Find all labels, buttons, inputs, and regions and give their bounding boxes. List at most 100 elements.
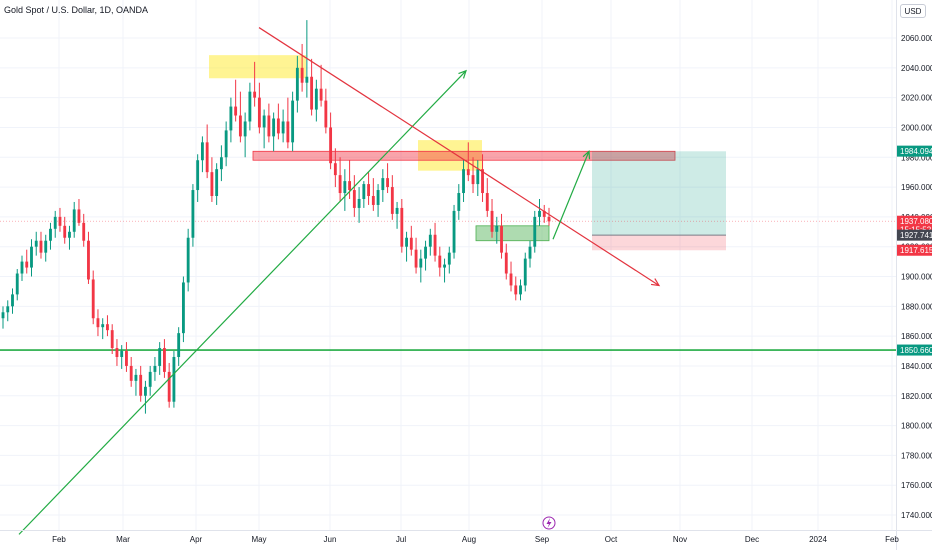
- candle: [248, 82, 252, 131]
- candle-body: [523, 258, 527, 286]
- x-tick-label: May: [251, 535, 266, 544]
- candle-body: [500, 225, 503, 253]
- candle-body: [129, 365, 133, 381]
- candle: [314, 79, 318, 122]
- candle: [20, 255, 24, 281]
- candle: [253, 61, 257, 107]
- candle: [158, 342, 162, 375]
- candle-body: [158, 348, 162, 366]
- candle: [466, 142, 470, 182]
- price-axis-bg: [896, 0, 932, 550]
- candle: [11, 288, 14, 314]
- candle-body: [381, 178, 385, 191]
- price-axis[interactable]: 1740.000 1760.000 1780.000 1800.000 1820.000…: [896, 0, 932, 550]
- x-tick-label: Sep: [535, 535, 550, 544]
- candle-body: [53, 216, 57, 229]
- candle-body: [490, 210, 494, 232]
- x-tick-label: Apr: [190, 535, 203, 544]
- candle: [129, 356, 133, 387]
- trend-line-uptrend: [18, 70, 467, 535]
- candle: [329, 112, 333, 170]
- candle-body: [106, 324, 109, 331]
- candle: [386, 163, 389, 194]
- candle-body: [409, 237, 413, 250]
- candle-body: [63, 225, 67, 238]
- candle-body: [533, 216, 537, 247]
- candle-body: [514, 285, 518, 295]
- candle-body: [300, 67, 304, 83]
- candle: [481, 154, 484, 202]
- candle: [504, 243, 508, 280]
- candle: [205, 124, 209, 179]
- lightning-icon[interactable]: [542, 516, 556, 530]
- candle-body: [101, 324, 105, 328]
- candle-body: [25, 261, 29, 268]
- candle: [210, 157, 214, 202]
- price-tags: 1984.0941937.08015:15:521927.7411917.615…: [897, 145, 932, 356]
- candle-body: [20, 261, 24, 274]
- time-axis[interactable]: Feb Mar Apr May Jun Jul Aug Sep Oct Nov Dec 2024 Feb: [0, 530, 932, 545]
- candle: [1, 306, 5, 329]
- candle-body: [262, 115, 266, 128]
- chart-icons[interactable]: [542, 516, 556, 530]
- candle: [490, 198, 494, 238]
- candle-body: [386, 178, 389, 188]
- currency-button[interactable]: USD: [900, 4, 926, 18]
- zone-stop-loss: [592, 235, 726, 251]
- candle: [514, 276, 518, 301]
- y-tick-label: 1880.000: [901, 302, 932, 311]
- price-tag-bg: [897, 229, 932, 241]
- candle-body: [376, 190, 380, 205]
- candle-body: [281, 121, 285, 134]
- candle-body: [424, 246, 427, 259]
- candle-body: [148, 371, 152, 387]
- candle-body: [476, 169, 480, 185]
- candle-body: [433, 234, 437, 256]
- candle-body: [248, 91, 252, 122]
- candle-body: [115, 348, 119, 357]
- price-tag-label: 1984.094: [900, 147, 932, 156]
- candle-body: [295, 67, 299, 101]
- candle: [58, 207, 62, 232]
- candle: [72, 201, 76, 238]
- candle-body: [243, 121, 247, 137]
- candle-body: [333, 163, 337, 176]
- candle: [547, 207, 551, 226]
- candle-body: [120, 351, 124, 357]
- candle-body: [82, 222, 86, 241]
- candle-body: [49, 228, 52, 241]
- candle-body: [405, 237, 408, 247]
- candle: [371, 178, 375, 211]
- candle: [196, 154, 200, 202]
- candle-body: [134, 374, 138, 381]
- candle-body: [310, 76, 314, 110]
- candle: [500, 213, 503, 259]
- candle: [30, 239, 33, 277]
- candle-body: [343, 181, 347, 194]
- candle: [106, 315, 109, 337]
- candle-body: [538, 210, 541, 217]
- candle: [286, 97, 290, 149]
- candle-body: [186, 237, 190, 283]
- candle: [238, 91, 242, 143]
- candle: [300, 43, 304, 92]
- candle-body: [371, 196, 375, 205]
- candle-body: [338, 175, 342, 194]
- x-tick-label: Feb: [52, 535, 66, 544]
- candle: [25, 249, 29, 274]
- candle: [163, 339, 166, 378]
- price-tag: 1937.080: [897, 215, 932, 227]
- price-tag: 1927.741: [897, 229, 932, 241]
- candle-body: [452, 210, 456, 253]
- candle: [310, 58, 314, 116]
- candle-body: [447, 252, 451, 265]
- y-tick-label: 1900.000: [901, 273, 932, 282]
- candle: [333, 148, 337, 188]
- x-tick-label: Jul: [396, 535, 406, 544]
- candle-body: [205, 142, 209, 173]
- candle-body: [348, 181, 352, 191]
- candle: [120, 345, 124, 369]
- candle: [134, 368, 138, 396]
- candle-body: [414, 249, 418, 268]
